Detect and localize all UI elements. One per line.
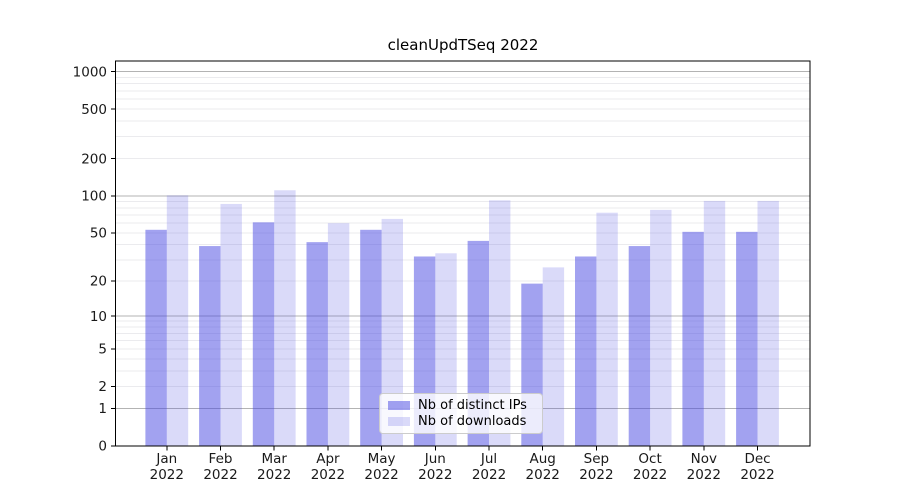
bar-ips-may xyxy=(360,229,382,446)
x-tick-label-year: 2022 xyxy=(526,467,560,483)
legend-row-downloads: Nb of downloads xyxy=(388,415,534,428)
x-tick-label-year: 2022 xyxy=(418,467,452,483)
bar-downloads-nov xyxy=(703,200,726,446)
bar-ips-jan xyxy=(145,229,167,446)
x-tick-label-month: Oct xyxy=(638,451,661,467)
bar-downloads-feb xyxy=(220,203,242,446)
bar-downloads-sep xyxy=(596,212,618,446)
legend-label-distinct-ips: Nb of distinct IPs xyxy=(418,398,527,413)
plot-frame xyxy=(115,60,811,447)
bar-ips-oct xyxy=(628,246,651,446)
bar-ips-feb xyxy=(199,246,221,446)
x-tick-label-month: Jun xyxy=(424,451,446,467)
y-tick-label: 2 xyxy=(98,379,107,395)
x-tick-label-month: Jan xyxy=(155,451,177,467)
y-tick-label: 200 xyxy=(81,151,107,167)
y-tick-label: 500 xyxy=(81,102,107,118)
bar-ips-nov xyxy=(682,231,704,446)
x-tick-label-month: May xyxy=(368,451,396,467)
x-tick-label-month: Feb xyxy=(209,451,233,467)
x-tick-label-year: 2022 xyxy=(687,467,721,483)
bar-ips-mar xyxy=(252,222,275,446)
bar-downloads-dec xyxy=(757,200,779,446)
x-tick-label-month: Dec xyxy=(744,451,770,467)
y-tick-label: 1 xyxy=(98,401,107,417)
bar-downloads-mar xyxy=(274,190,296,446)
bar-downloads-jan xyxy=(166,195,189,446)
bar-downloads-may xyxy=(381,218,403,446)
y-tick-label: 10 xyxy=(90,309,107,325)
x-tick-label-month: Sep xyxy=(584,451,609,467)
bar-downloads-aug xyxy=(542,267,565,446)
legend-row-distinct-ips: Nb of distinct IPs xyxy=(388,399,534,412)
bar-ips-apr xyxy=(306,242,328,446)
y-tick-label: 20 xyxy=(90,274,107,290)
bar-downloads-jul xyxy=(489,200,511,446)
chart-title: cleanUpdTSeq 2022 xyxy=(387,36,539,54)
x-tick-label-month: Aug xyxy=(530,451,556,467)
x-tick-label-month: Jul xyxy=(480,451,497,467)
x-tick-label-year: 2022 xyxy=(472,467,506,483)
y-tick-label: 50 xyxy=(90,226,107,242)
legend: Nb of distinct IPs Nb of downloads xyxy=(379,393,543,434)
x-tick-label-month: Mar xyxy=(261,451,287,467)
x-tick-label-month: Nov xyxy=(691,451,717,467)
x-tick-label-year: 2022 xyxy=(257,467,291,483)
legend-label-downloads: Nb of downloads xyxy=(418,414,527,429)
x-tick-label-year: 2022 xyxy=(579,467,613,483)
x-tick-label-year: 2022 xyxy=(364,467,398,483)
x-tick-label-month: Apr xyxy=(316,451,340,467)
bar-ips-dec xyxy=(736,231,758,446)
bar-downloads-oct xyxy=(650,209,672,446)
y-tick-label: 1000 xyxy=(73,64,107,80)
x-tick-label-year: 2022 xyxy=(150,467,184,483)
legend-swatch-distinct-ips-icon xyxy=(388,401,410,410)
x-tick-label-year: 2022 xyxy=(203,467,237,483)
y-tick-label: 5 xyxy=(98,342,107,358)
x-tick-label-year: 2022 xyxy=(633,467,667,483)
x-tick-label-year: 2022 xyxy=(311,467,345,483)
bar-downloads-apr xyxy=(327,223,350,446)
x-tick-label-year: 2022 xyxy=(740,467,774,483)
y-tick-label: 0 xyxy=(98,439,107,455)
bar-ips-sep xyxy=(575,256,597,446)
y-tick-label: 100 xyxy=(81,189,107,205)
legend-swatch-downloads-icon xyxy=(388,417,410,426)
